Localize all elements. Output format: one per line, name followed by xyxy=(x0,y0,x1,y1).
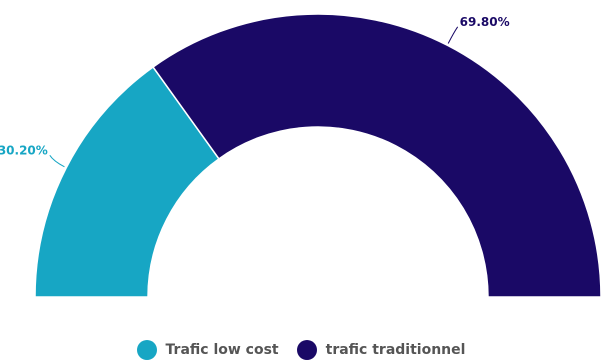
legend: Trafic low cost trafic traditionnel xyxy=(0,338,602,362)
legend-swatch-low-cost xyxy=(136,340,157,360)
legend-item-low-cost[interactable]: Trafic low cost xyxy=(136,340,279,360)
legend-label-low-cost: Trafic low cost xyxy=(165,342,279,358)
slice-traditionnel[interactable] xyxy=(152,13,602,298)
data-label-low-cost: 30.20% xyxy=(0,143,48,157)
data-label-traditionnel: 69.80% xyxy=(460,15,510,29)
data-label-traditionnel-leader xyxy=(447,26,459,44)
legend-item-traditionnel[interactable]: trafic traditionnel xyxy=(296,340,466,360)
legend-label-traditionnel: trafic traditionnel xyxy=(325,342,466,358)
data-label-low-cost-leader xyxy=(49,155,65,168)
legend-swatch-traditionnel xyxy=(296,340,317,360)
slice-low-cost[interactable] xyxy=(34,65,220,298)
